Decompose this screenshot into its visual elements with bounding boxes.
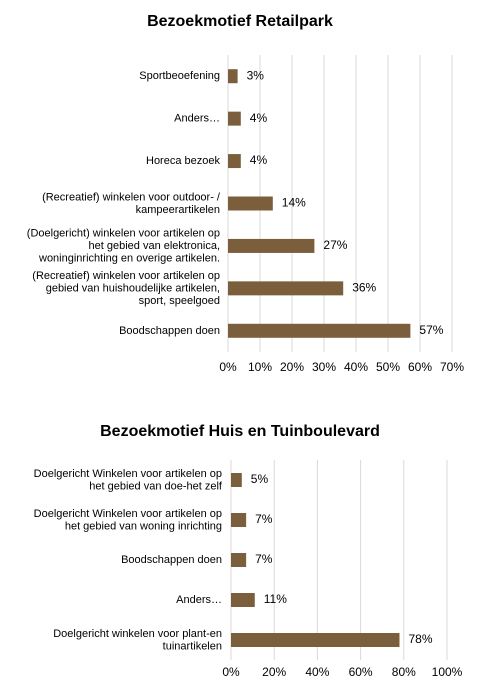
bar <box>228 196 273 211</box>
chart-title: Bezoekmotief Retailpark <box>147 13 333 30</box>
bar <box>228 238 315 253</box>
category-label: Boodschappen doen <box>121 554 222 566</box>
value-label: 27% <box>323 238 347 252</box>
value-label: 4% <box>250 153 268 167</box>
x-tick-label: 10% <box>248 360 272 374</box>
chart-title: Bezoekmotief Huis en Tuinboulevard <box>100 423 380 440</box>
bar <box>231 593 255 607</box>
value-label: 57% <box>419 323 443 337</box>
x-tick-label: 0% <box>219 360 237 374</box>
x-tick-label: 80% <box>392 665 416 679</box>
x-tick-label: 70% <box>440 360 464 374</box>
category-label: Anders… <box>176 594 222 606</box>
value-label: 14% <box>282 196 306 210</box>
bar <box>228 154 241 169</box>
category-label: (Recreatief) winkelen voor outdoor- / kam… <box>42 191 221 216</box>
x-tick-label: 100% <box>432 665 463 679</box>
x-tick-label: 50% <box>376 360 400 374</box>
x-tick-label: 30% <box>312 360 336 374</box>
category-label: Doelgericht Winkelen voor artikelen op he… <box>34 468 223 493</box>
category-label: (Doelgericht) winkelen voor artikelen op… <box>27 227 220 264</box>
value-label: 7% <box>255 552 273 566</box>
x-tick-label: 40% <box>305 665 329 679</box>
value-label: 7% <box>255 512 273 526</box>
value-label: 5% <box>251 472 269 486</box>
x-tick-label: 20% <box>280 360 304 374</box>
value-label: 11% <box>264 592 287 606</box>
category-label: Anders… <box>174 113 220 125</box>
value-label: 4% <box>250 111 268 125</box>
category-label: (Recreatief) winkelen voor artikelen op g… <box>32 270 220 307</box>
bar <box>231 473 242 487</box>
bar <box>231 553 247 567</box>
value-label: 78% <box>408 632 432 646</box>
x-tick-label: 60% <box>349 665 373 679</box>
bar <box>231 513 247 527</box>
category-label: Horeca bezoek <box>146 155 220 167</box>
bar <box>231 633 400 647</box>
bar <box>228 281 344 296</box>
value-label: 3% <box>247 68 265 82</box>
bar <box>228 69 238 84</box>
x-tick-label: 20% <box>262 665 286 679</box>
x-tick-label: 40% <box>344 360 368 374</box>
bar <box>228 323 411 338</box>
value-label: 36% <box>352 281 376 295</box>
x-tick-label: 0% <box>222 665 240 679</box>
category-label: Doelgericht winkelen voor plant-en tuinar… <box>53 628 222 653</box>
bar <box>228 111 241 126</box>
category-label: Boodschappen doen <box>119 325 220 337</box>
category-label: Sportbeoefening <box>139 70 220 82</box>
category-label: Doelgericht Winkelen voor artikelen op he… <box>34 508 222 533</box>
x-tick-label: 60% <box>408 360 432 374</box>
